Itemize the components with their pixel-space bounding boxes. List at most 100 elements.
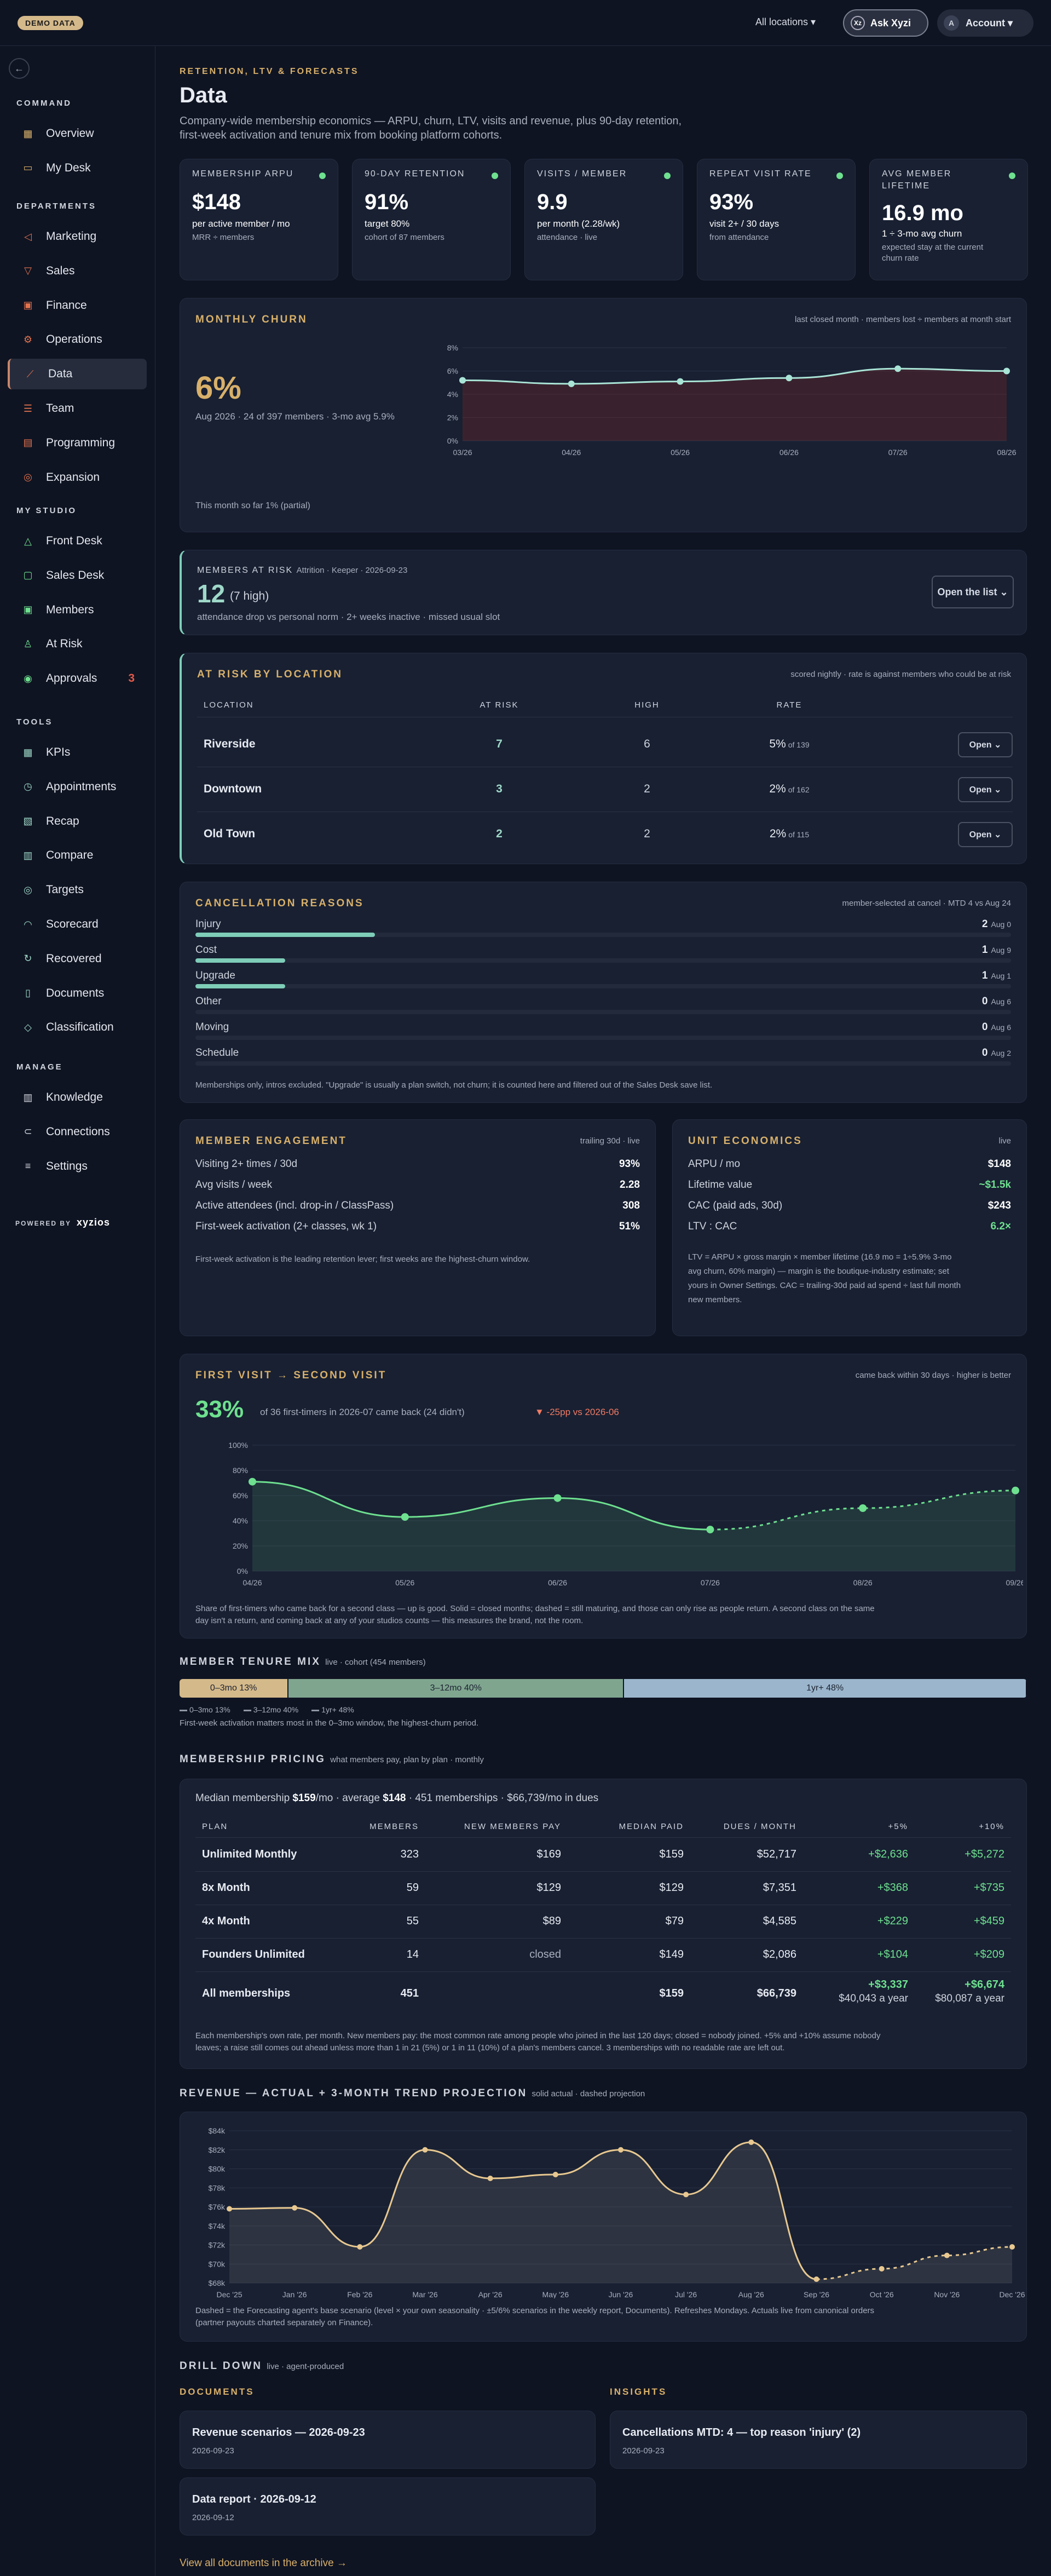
sidebar-item-label: Approvals	[46, 672, 97, 685]
collapse-sidebar-button[interactable]: ←	[9, 58, 30, 79]
document-card[interactable]: Revenue scenarios — 2026-09-23 2026-09-23	[180, 2411, 596, 2469]
sidebar-item-label: My Desk	[46, 161, 91, 174]
x-tick-label: Jun '26	[609, 2290, 633, 2298]
data-point	[249, 1477, 256, 1486]
insight-card[interactable]: Cancellations MTD: 4 — top reason 'injur…	[610, 2411, 1027, 2469]
pricing-cell-median: $129	[659, 1882, 684, 1894]
documents-heading: DOCUMENTS	[180, 2387, 255, 2397]
insight-title: Cancellations MTD: 4 — top reason 'injur…	[622, 2427, 861, 2439]
data-point	[1009, 2244, 1015, 2250]
churn-sub: Aug 2026 · 24 of 397 members · 3-mo avg …	[195, 411, 395, 422]
pricing-cell-plan: 4x Month	[202, 1915, 250, 1927]
sidebar-item-recovered[interactable]: ↻ Recovered	[8, 944, 147, 974]
sidebar-item-documents[interactable]: ▯ Documents	[8, 978, 147, 1009]
sidebar-item-my-desk[interactable]: ▭ My Desk	[8, 153, 147, 183]
brand-logo: xyzios	[77, 1217, 111, 1228]
sidebar-item-front-desk[interactable]: △ Front Desk	[8, 526, 147, 556]
pricing-cell-plan: Unlimited Monthly	[202, 1848, 297, 1860]
sidebar-item-marketing[interactable]: ◁ Marketing	[8, 221, 147, 252]
sidebar-item-operations[interactable]: ⚙ Operations	[8, 324, 147, 355]
pricing-summary-post: · 451 memberships · $66,739/mo in dues	[406, 1792, 599, 1804]
sidebar-item-label: Operations	[46, 333, 102, 346]
ask-xyzi-button[interactable]: Xz Ask Xyzi	[843, 9, 928, 37]
cancel-prev: Aug 6	[991, 997, 1011, 1006]
location-selector[interactable]: All locations ▾	[755, 16, 816, 27]
open-location-button[interactable]: Open ⌄	[958, 822, 1013, 847]
cancel-bar-track	[195, 958, 1011, 963]
pricing-foot-2: leaves; a raise still comes out ahead un…	[195, 2043, 785, 2052]
card-title: CANCELLATION REASONS	[195, 898, 364, 909]
sidebar-item-finance[interactable]: ▣ Finance	[8, 290, 147, 321]
sidebar-item-recap[interactable]: ▧ Recap	[8, 806, 147, 837]
sidebar-item-targets[interactable]: ◎ Targets	[8, 875, 147, 905]
risk-rate-of: of 115	[788, 830, 810, 839]
cancel-bar-track	[195, 1010, 1011, 1014]
pricing-median: $159	[292, 1792, 316, 1804]
divider	[195, 1871, 1011, 1872]
data-point	[357, 2244, 363, 2250]
sidebar-item-members[interactable]: ▣ Members	[8, 595, 147, 625]
at-risk-count: 2	[496, 827, 503, 840]
sidebar-item-label: Finance	[46, 298, 87, 312]
y-tick-label: 60%	[233, 1491, 248, 1500]
sidebar-item-sales[interactable]: ▽ Sales	[8, 256, 147, 286]
card-title: MONTHLY CHURN	[195, 314, 308, 325]
kpi-value: 9.9	[537, 190, 568, 214]
sidebar-item-compare[interactable]: ▥ Compare	[8, 840, 147, 871]
drill-title-label: DRILL DOWN	[180, 2360, 263, 2372]
sidebar-item-scorecard[interactable]: ◠ Scorecard	[8, 909, 147, 940]
y-tick-label: 2%	[447, 413, 458, 422]
sidebar-item-programming[interactable]: ▤ Programming	[8, 428, 147, 458]
account-menu[interactable]: A Account ▾	[937, 9, 1033, 37]
metric-label: LTV : CAC	[688, 1221, 737, 1232]
sidebar-item-overview[interactable]: ▦ Overview	[8, 118, 147, 149]
sidebar-item-data[interactable]: ⟋ Data	[8, 359, 147, 390]
revenue-note: solid actual · dashed projection	[532, 2089, 645, 2098]
data-point	[227, 2206, 232, 2212]
sidebar-item-expansion[interactable]: ◎ Expansion	[8, 462, 147, 493]
open-location-button[interactable]: Open ⌄	[958, 732, 1013, 757]
y-tick-label: 4%	[447, 390, 458, 399]
sidebar-item-at-risk[interactable]: ♙ At Risk	[8, 629, 147, 659]
pricing-cell-dues: $7,351	[763, 1882, 796, 1894]
sidebar-item-label: Knowledge	[46, 1091, 103, 1103]
open-at-risk-list-button[interactable]: Open the list ⌄	[932, 576, 1014, 608]
sidebar-item-approvals[interactable]: ◉ Approvals 3	[8, 663, 147, 694]
sidebar-item-connections[interactable]: ⊂ Connections	[8, 1117, 147, 1147]
pricing-title-label: MEMBERSHIP PRICING	[180, 1753, 326, 1765]
pricing-total-p5: +$3,337	[868, 1979, 908, 1991]
cancel-reason-count: 0 Aug 6	[982, 1021, 1011, 1033]
y-tick-label: $82k	[209, 2146, 226, 2154]
sidebar-item-knowledge[interactable]: ▥ Knowledge	[8, 1082, 147, 1113]
open-location-button[interactable]: Open ⌄	[958, 777, 1013, 802]
tenure-segment: 1yr+ 48%	[624, 1679, 1027, 1698]
card-title: AT RISK BY LOCATION	[197, 669, 343, 680]
metric-value: 6.2×	[990, 1221, 1011, 1232]
kpi-sub-2: attendance · live	[537, 233, 598, 242]
metric-label: CAC (paid ads, 30d)	[688, 1200, 783, 1211]
table-row: Riverside 7 6 5% of 139 Open ⌄	[197, 722, 1013, 767]
second-visit-delta: ▼ -25pp vs 2026-06	[535, 1407, 619, 1417]
inbox-icon: ▭	[23, 162, 33, 174]
archive-link[interactable]: View all documents in the archive →	[180, 2557, 347, 2569]
kpi-label: MEMBERSHIP ARPU	[192, 169, 294, 179]
x-tick-label: 07/26	[888, 448, 908, 457]
pricing-cell-p10: +$5,272	[965, 1848, 1004, 1860]
kpi-sub-3: churn rate	[882, 254, 919, 263]
document-card[interactable]: Data report · 2026-09-12 2026-09-12	[180, 2477, 596, 2535]
column-header: LOCATION	[204, 700, 254, 710]
cancel-prev: Aug 9	[991, 946, 1011, 955]
legend-item: 1yr+ 48%	[311, 1705, 354, 1714]
sidebar-item-appointments[interactable]: ◷ Appointments	[8, 772, 147, 802]
sidebar-item-team[interactable]: ☰ Team	[8, 393, 147, 424]
sidebar-item-classification[interactable]: ◇ Classification	[8, 1012, 147, 1043]
sidebar-item-kpis[interactable]: ▦ KPIs	[8, 737, 147, 768]
sidebar-item-settings[interactable]: ≡ Settings	[8, 1151, 147, 1182]
approvals-badge: 3	[128, 672, 135, 685]
sidebar-item-sales-desk[interactable]: ▢ Sales Desk	[8, 560, 147, 591]
y-tick-label: $84k	[209, 2126, 226, 2135]
card-note: trailing 30d · live	[580, 1136, 640, 1146]
x-tick-label: Aug '26	[738, 2290, 764, 2298]
document-date: 2026-09-12	[192, 2513, 234, 2522]
pricing-total-members: 451	[400, 1987, 419, 1999]
